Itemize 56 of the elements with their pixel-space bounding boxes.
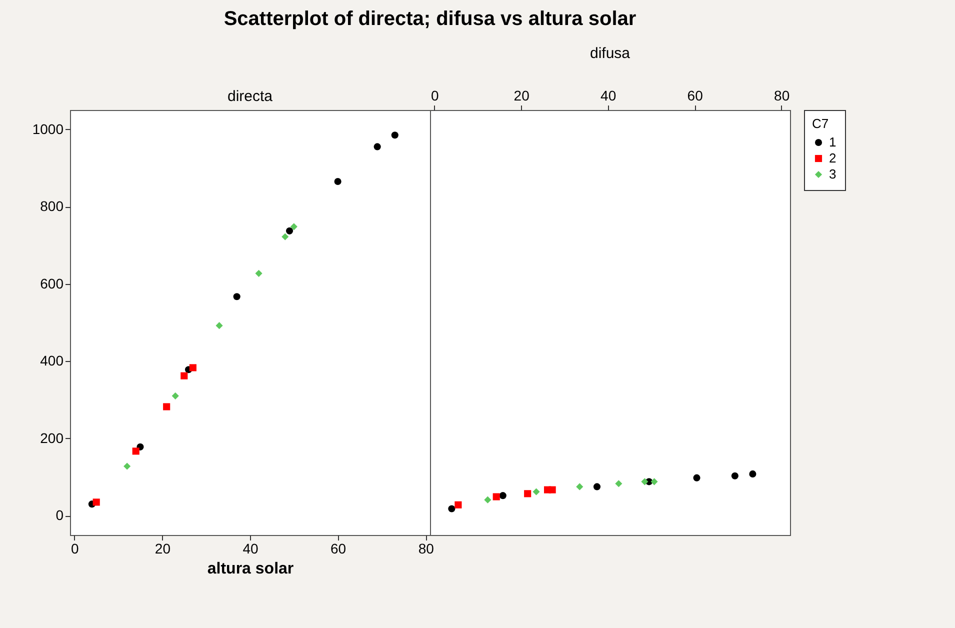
point (216, 322, 223, 330)
point (492, 493, 500, 500)
point (615, 480, 622, 488)
x-tick-label: 80 (774, 88, 790, 104)
x-tick-label: 40 (600, 88, 616, 104)
point (172, 392, 179, 400)
legend-title: C7 (812, 116, 829, 131)
point (233, 293, 240, 300)
point (454, 501, 462, 508)
point (290, 223, 298, 230)
chart-subtitle: directa (227, 88, 274, 105)
legend-label: 1 (829, 134, 836, 150)
point (189, 364, 196, 372)
x-tick-label: 20 (514, 88, 530, 104)
x-tick-label: 20 (154, 540, 171, 556)
legend-label: 3 (829, 166, 836, 182)
point (374, 143, 381, 150)
point (532, 488, 540, 496)
x-tick-label: 40 (242, 540, 258, 556)
x-tick-label: 0 (430, 88, 439, 104)
chart-subtitle: difusa (590, 45, 631, 62)
point (576, 483, 584, 490)
x-tick-label: 80 (418, 540, 434, 556)
point (524, 490, 532, 498)
chart-title: Scatterplot of directa; difusa vs altura solar (222, 8, 638, 31)
point (255, 270, 262, 277)
point (132, 448, 140, 455)
point (731, 472, 738, 480)
point (499, 492, 506, 500)
x-tick-label: 0 (70, 540, 79, 556)
point (334, 178, 342, 186)
point (391, 132, 398, 139)
point (124, 462, 131, 470)
y-tick-label: 1000 (32, 120, 64, 137)
point (641, 478, 648, 486)
point (92, 498, 100, 506)
y-tick-label: 800 (40, 198, 64, 214)
y-tick-label: 200 (40, 430, 64, 446)
point (593, 483, 601, 490)
point (693, 474, 700, 482)
point (180, 372, 188, 380)
point (749, 470, 756, 478)
legend-label: 2 (829, 150, 836, 166)
point (484, 496, 492, 504)
point (286, 227, 294, 234)
point (163, 403, 170, 410)
y-tick-label: 400 (40, 352, 64, 369)
point (282, 233, 289, 240)
x-axis-title: altura solar (207, 560, 294, 578)
y-tick-label: 0 (56, 507, 64, 524)
point (650, 478, 658, 486)
point (448, 505, 456, 512)
y-tick-label: 600 (40, 275, 64, 292)
x-tick-label: 60 (330, 540, 346, 556)
point (548, 486, 556, 494)
x-tick-label: 60 (687, 88, 704, 104)
